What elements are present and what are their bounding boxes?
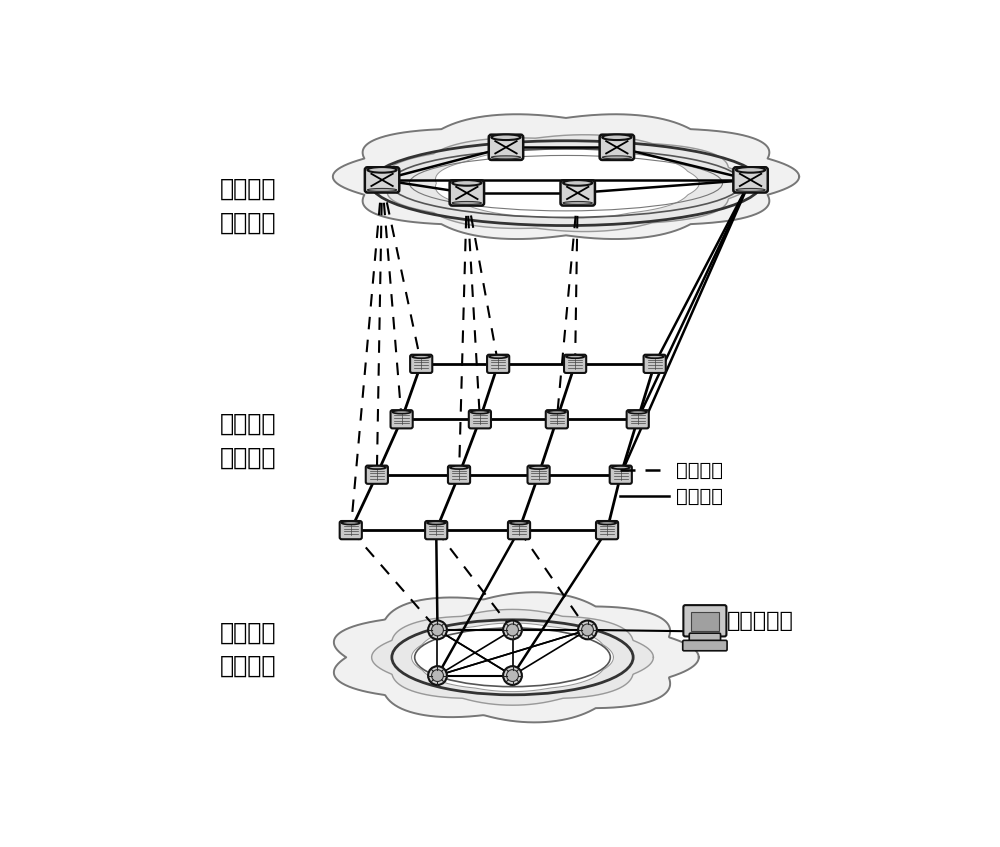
FancyBboxPatch shape [489,135,523,160]
Ellipse shape [491,135,521,140]
FancyBboxPatch shape [469,410,491,429]
FancyBboxPatch shape [528,466,550,484]
FancyBboxPatch shape [596,521,618,540]
Ellipse shape [427,522,445,524]
Ellipse shape [602,156,631,159]
Circle shape [507,624,518,636]
Ellipse shape [450,466,468,469]
Circle shape [578,621,597,639]
FancyBboxPatch shape [644,355,666,373]
Text: 地面控制器: 地面控制器 [727,612,794,631]
Circle shape [582,624,593,636]
FancyBboxPatch shape [365,167,399,192]
Ellipse shape [598,522,616,524]
Ellipse shape [412,355,430,358]
Ellipse shape [563,180,592,185]
Ellipse shape [452,202,481,204]
Circle shape [432,670,443,682]
Ellipse shape [646,355,664,358]
Text: 天基网络
低轨节点: 天基网络 低轨节点 [220,412,277,469]
Ellipse shape [736,188,765,191]
Ellipse shape [367,188,397,191]
Ellipse shape [342,522,360,524]
Ellipse shape [368,466,386,469]
FancyBboxPatch shape [610,466,632,484]
FancyBboxPatch shape [627,410,649,429]
Polygon shape [435,148,699,219]
Ellipse shape [491,156,521,159]
Circle shape [428,621,447,639]
Polygon shape [387,135,751,231]
Text: 天基网络
高轨节点: 天基网络 高轨节点 [220,177,277,235]
FancyBboxPatch shape [600,135,634,160]
Ellipse shape [510,522,528,524]
FancyBboxPatch shape [487,355,509,373]
FancyBboxPatch shape [448,466,470,484]
Ellipse shape [489,355,507,358]
Polygon shape [412,623,613,692]
Text: 天基网络
地基节点: 天基网络 地基节点 [220,621,277,678]
Ellipse shape [612,466,630,469]
FancyBboxPatch shape [683,640,727,650]
Circle shape [507,670,518,682]
FancyBboxPatch shape [366,466,388,484]
Circle shape [428,667,447,685]
Text: 稳定链路: 稳定链路 [676,487,723,506]
FancyBboxPatch shape [691,612,719,630]
Ellipse shape [736,167,765,173]
FancyBboxPatch shape [391,410,413,429]
FancyBboxPatch shape [425,521,447,540]
FancyBboxPatch shape [450,180,484,206]
Ellipse shape [471,411,489,413]
Ellipse shape [566,355,584,358]
Circle shape [503,621,522,639]
Text: 动态链路: 动态链路 [676,461,723,479]
FancyBboxPatch shape [340,521,362,540]
FancyBboxPatch shape [733,167,768,192]
FancyBboxPatch shape [689,634,721,642]
FancyBboxPatch shape [564,355,586,373]
Ellipse shape [563,202,592,204]
Polygon shape [372,609,653,706]
Ellipse shape [529,466,548,469]
FancyBboxPatch shape [410,355,432,373]
Polygon shape [334,592,699,722]
FancyBboxPatch shape [683,605,726,636]
FancyBboxPatch shape [508,521,530,540]
Ellipse shape [629,411,647,413]
Ellipse shape [392,411,411,413]
Circle shape [432,624,443,636]
FancyBboxPatch shape [561,180,595,206]
Ellipse shape [602,135,631,140]
Ellipse shape [452,180,481,185]
FancyBboxPatch shape [546,410,568,429]
Circle shape [503,667,522,685]
Polygon shape [333,114,799,239]
Ellipse shape [548,411,566,413]
Ellipse shape [367,167,397,173]
